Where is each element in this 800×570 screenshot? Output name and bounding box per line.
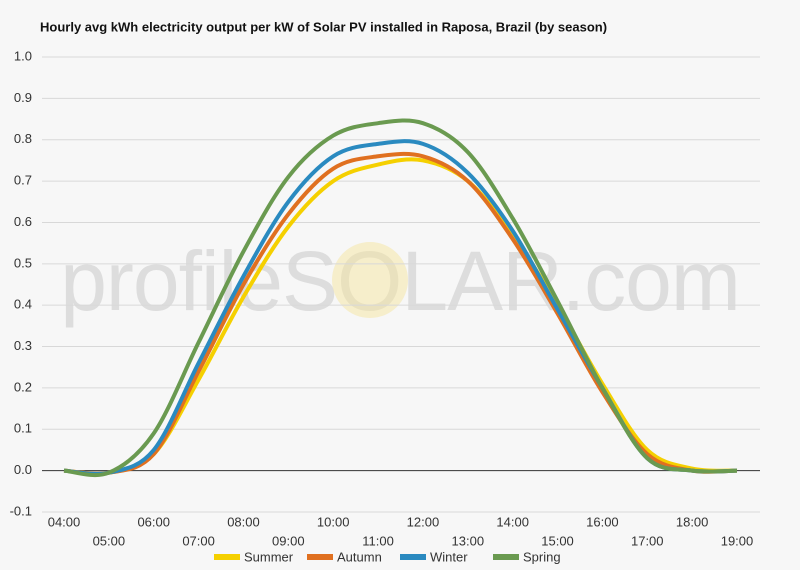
y-tick-label: 0.1 xyxy=(14,421,32,436)
series-line xyxy=(63,118,738,478)
x-tick-label: 07:00 xyxy=(182,533,215,548)
x-tick-label: 11:00 xyxy=(362,533,394,548)
x-tick-label: 04:00 xyxy=(48,514,81,529)
chart-title: Hourly avg kWh electricity output per kW… xyxy=(40,19,607,34)
legend-swatch xyxy=(400,554,426,560)
x-tick-label: 15:00 xyxy=(541,533,574,548)
x-tick-label: 08:00 xyxy=(227,514,260,529)
x-tick-label: 18:00 xyxy=(676,514,709,529)
legend-label: Spring xyxy=(523,549,561,564)
x-tick-label: 10:00 xyxy=(317,514,350,529)
x-tick-label: 05:00 xyxy=(93,533,126,548)
x-tick-label: 09:00 xyxy=(272,533,305,548)
x-tick-label: 14:00 xyxy=(496,514,529,529)
y-tick-label: 0.9 xyxy=(14,90,32,105)
x-tick-label: 16:00 xyxy=(586,514,619,529)
series-line xyxy=(63,157,738,476)
legend-swatch xyxy=(214,554,240,560)
x-tick-label: 17:00 xyxy=(631,533,664,548)
y-tick-label: 0.2 xyxy=(14,379,32,394)
watermark-sun xyxy=(332,242,408,318)
x-tick-label: 13:00 xyxy=(452,533,485,548)
y-tick-label: 0.7 xyxy=(14,173,32,188)
y-tick-label: 0.6 xyxy=(14,214,32,229)
y-tick-label: 1.0 xyxy=(14,48,32,63)
legend-label: Summer xyxy=(244,549,294,564)
x-tick-label: 06:00 xyxy=(137,514,170,529)
legend-label: Winter xyxy=(430,549,468,564)
y-tick-label: 0.4 xyxy=(14,297,32,312)
y-tick-label: 0.8 xyxy=(14,131,32,146)
x-tick-label: 19:00 xyxy=(721,533,754,548)
y-tick-label: 0.0 xyxy=(14,462,32,477)
legend-swatch xyxy=(307,554,333,560)
y-tick-label: 0.5 xyxy=(14,255,32,270)
legend-swatch xyxy=(493,554,519,560)
y-tick-label: -0.1 xyxy=(10,503,32,518)
y-tick-label: 0.3 xyxy=(14,338,32,353)
x-tick-label: 12:00 xyxy=(407,514,440,529)
legend-label: Autumn xyxy=(337,549,382,564)
